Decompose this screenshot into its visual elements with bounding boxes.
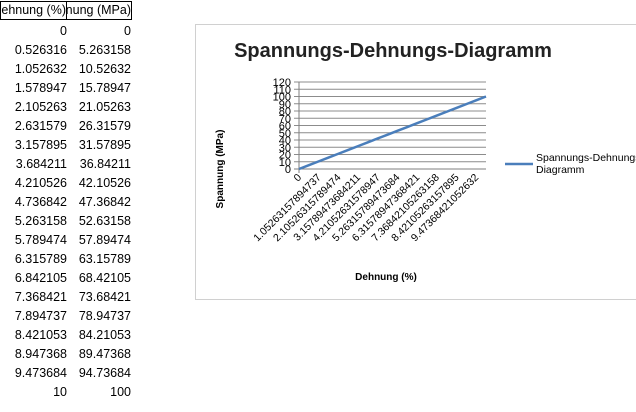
legend-label: Spannungs-Dehnungs- [536, 152, 636, 164]
column-header-spannung[interactable]: Spannung (MPa) [66, 1, 132, 20]
table-row: 1.578947 15.78947 [0, 79, 140, 98]
y-tick-label: 20 [279, 150, 291, 162]
cell-spannung[interactable]: 78.94737 [78, 309, 131, 323]
series-line [298, 95, 487, 171]
cell-dehnung[interactable]: 4.736842 [14, 195, 67, 209]
x-axis-label: Dehnung (%) [355, 272, 417, 283]
y-tick-label: 40 [279, 135, 291, 147]
cell-dehnung[interactable]: 8.947368 [14, 347, 67, 361]
cell-dehnung[interactable]: 0 [60, 24, 67, 38]
cell-dehnung[interactable]: 9.473684 [14, 366, 67, 380]
table-row: 0.526316 5.263158 [0, 41, 140, 60]
cell-dehnung[interactable]: 7.368421 [14, 290, 67, 304]
table-row: 5.263158 52.63158 [0, 212, 140, 231]
gridlines [294, 81, 486, 173]
cell-spannung[interactable]: 94.73684 [78, 366, 131, 380]
y-tick-label: 70 [279, 113, 291, 125]
cell-dehnung[interactable]: 4.210526 [14, 176, 67, 190]
table-row: 2.631579 26.31579 [0, 117, 140, 136]
x-tick-label: 0 [292, 172, 305, 185]
chart-title: Spannungs-Dehnungs-Diagramm [234, 40, 552, 62]
cell-spannung[interactable]: 5.263158 [78, 43, 131, 57]
y-tick-label: 90 [279, 99, 291, 111]
cell-spannung[interactable]: 21.05263 [78, 100, 131, 114]
table-row: 8.421053 84.21053 [0, 326, 140, 345]
cell-spannung[interactable]: 100 [110, 385, 131, 399]
table-row: 5.789474 57.89474 [0, 231, 140, 250]
cell-dehnung[interactable]: 1.578947 [14, 81, 67, 95]
cell-spannung[interactable]: 47.36842 [78, 195, 131, 209]
cell-spannung[interactable]: 68.42105 [78, 271, 131, 285]
table-row: 4.210526 42.10526 [0, 174, 140, 193]
table-row: 7.368421 73.68421 [0, 288, 140, 307]
cell-spannung[interactable]: 73.68421 [78, 290, 131, 304]
y-tick-label: 120 [273, 77, 291, 89]
x-tick-labels: 01.052631578947372.105263157894743.15789… [251, 172, 481, 245]
cell-dehnung[interactable]: 6.842105 [14, 271, 67, 285]
table-row: 6.842105 68.42105 [0, 269, 140, 288]
cell-dehnung[interactable]: 5.789474 [14, 233, 67, 247]
spreadsheet-area: Dehnung (%) Spannung (MPa) 000.5263165.2… [0, 0, 190, 412]
cell-dehnung[interactable]: 0.526316 [14, 43, 67, 57]
column-header-dehnung[interactable]: Dehnung (%) [0, 1, 67, 20]
cell-spannung[interactable]: 52.63158 [78, 214, 131, 228]
cell-spannung[interactable]: 31.57895 [78, 138, 131, 152]
y-axis-label: Spannung (MPa) [215, 130, 226, 209]
cell-spannung[interactable]: 57.89474 [78, 233, 131, 247]
cell-dehnung[interactable]: 3.157895 [14, 138, 67, 152]
cell-dehnung[interactable]: 7.894737 [14, 309, 67, 323]
y-tick-label: 110 [273, 84, 291, 96]
cell-dehnung[interactable]: 2.105263 [14, 100, 67, 114]
cell-dehnung[interactable]: 1.052632 [14, 62, 67, 76]
table-row: 2.105263 21.05263 [0, 98, 140, 117]
cell-spannung[interactable]: 84.21053 [78, 328, 131, 342]
cell-spannung[interactable]: 10.52632 [78, 62, 131, 76]
table-row: 6.315789 63.15789 [0, 250, 140, 269]
table-row: 7.894737 78.94737 [0, 307, 140, 326]
table-row: 10 100 [0, 383, 140, 402]
cell-spannung[interactable]: 42.10526 [78, 176, 131, 190]
y-tick-label: 80 [279, 106, 291, 118]
y-tick-label: 100 [273, 92, 291, 104]
plot-area [298, 95, 487, 171]
table-row: 9.473684 94.73684 [0, 364, 140, 383]
y-tick-label: 0 [285, 164, 291, 176]
table-row: 8.947368 89.47368 [0, 345, 140, 364]
table-row: 3.157895 31.57895 [0, 136, 140, 155]
cell-dehnung[interactable]: 5.263158 [14, 214, 67, 228]
cell-spannung[interactable]: 89.47368 [78, 347, 131, 361]
legend[interactable]: Spannungs-Dehnungs- Diagramm [505, 152, 636, 176]
cell-spannung[interactable]: 36.84211 [79, 157, 131, 171]
table-row: 4.736842 47.36842 [0, 193, 140, 212]
table-row: 3.684211 36.84211 [0, 155, 140, 174]
y-tick-label: 30 [279, 142, 291, 154]
chart-container[interactable]: Spannungs-Dehnungs-Diagramm Spannung (MP… [195, 24, 636, 300]
line-chart: Spannungs-Dehnungs-Diagramm Spannung (MP… [215, 40, 636, 283]
cell-spannung[interactable]: 15.78947 [78, 81, 131, 95]
legend-label-line2: Diagramm [536, 164, 585, 176]
y-tick-label: 10 [279, 157, 291, 169]
y-tick-label: 60 [279, 121, 291, 133]
cell-spannung[interactable]: 63.15789 [78, 252, 131, 266]
cell-dehnung[interactable]: 2.631579 [14, 119, 67, 133]
cell-spannung[interactable]: 26.31579 [78, 119, 131, 133]
cell-dehnung[interactable]: 6.315789 [14, 252, 67, 266]
y-tick-label: 50 [279, 128, 291, 140]
cell-spannung[interactable]: 0 [124, 24, 131, 38]
cell-dehnung[interactable]: 10 [53, 385, 67, 399]
cell-dehnung[interactable]: 8.421053 [14, 328, 67, 342]
cell-dehnung[interactable]: 3.684211 [15, 157, 67, 171]
table-row: 1.052632 10.52632 [0, 60, 140, 79]
